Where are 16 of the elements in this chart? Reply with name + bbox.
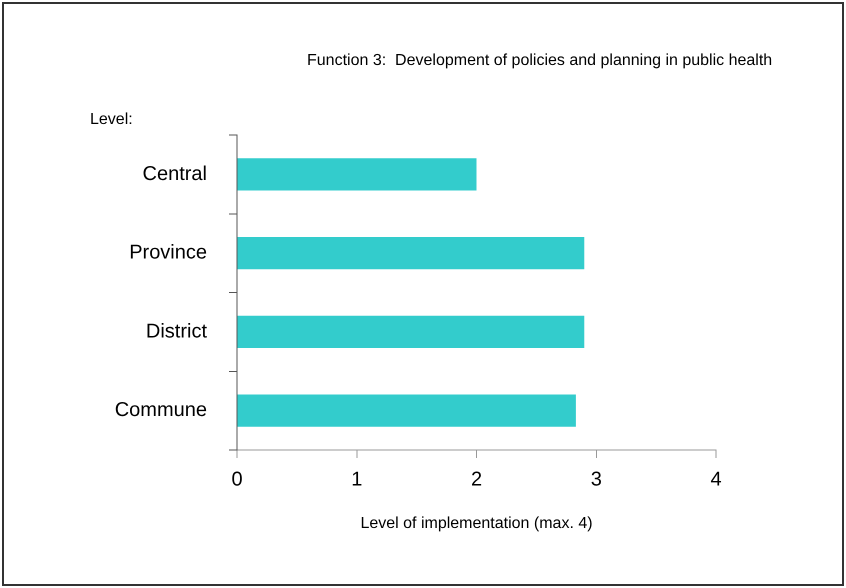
x-tick-label: 3 xyxy=(590,468,602,491)
bar xyxy=(238,394,576,427)
y-tick-label: Central xyxy=(142,162,207,185)
x-axis-title: Level of implementation (max. 4) xyxy=(360,515,593,532)
x-tick-label: 0 xyxy=(231,468,243,491)
bar xyxy=(238,236,584,270)
x-tick-label: 2 xyxy=(470,468,482,491)
y-axis-title: Level: xyxy=(90,111,133,128)
bar xyxy=(238,158,476,191)
x-tick-label: 4 xyxy=(710,468,722,491)
chart-title: Function 3: Development of policies and planning in public health xyxy=(307,52,772,69)
bar xyxy=(238,316,584,348)
x-tick-label: 1 xyxy=(351,468,362,491)
y-tick-label: District xyxy=(146,320,208,342)
y-tick-label: Province xyxy=(129,242,207,264)
y-tick-label: Commune xyxy=(114,399,207,422)
